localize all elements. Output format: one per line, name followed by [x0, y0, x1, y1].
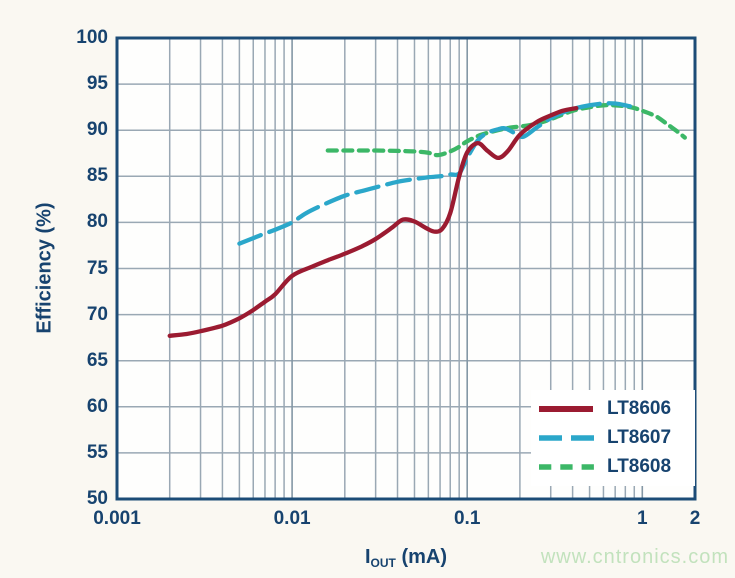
x-axis-title-unit: (mA) — [395, 546, 448, 568]
y-tick-label-70: 70 — [86, 303, 108, 325]
y-tick-label-90: 90 — [86, 119, 108, 141]
x-tick-label-0.001: 0.001 — [93, 508, 141, 529]
watermark: www.cntronics.com — [541, 546, 729, 569]
x-axis-title: IOUT (mA) — [365, 546, 447, 570]
legend-label-lt8607: LT8607 — [607, 427, 672, 448]
series-line-lt8608 — [325, 102, 687, 158]
y-tick-label-100: 100 — [76, 27, 108, 48]
x-tick-label-1: 1 — [636, 508, 648, 529]
legend-line-long-dash-icon — [539, 435, 594, 441]
series-line-lt8606 — [167, 105, 579, 338]
legend-row-lt8608: LT8608 — [531, 456, 695, 478]
x-tick-label-0.01: 0.01 — [273, 508, 311, 529]
y-tick-label-75: 75 — [86, 257, 108, 279]
legend-label-lt8606: LT8606 — [607, 398, 672, 419]
y-tick-label-50: 50 — [86, 488, 108, 509]
y-tick-label-55: 55 — [86, 441, 108, 463]
legend-line-short-dash-icon — [539, 464, 594, 470]
y-axis-title-text: Efficiency (%) — [33, 202, 56, 334]
y-tick-label-80: 80 — [86, 211, 108, 233]
x-axis-title-subscript: OUT — [370, 556, 396, 570]
y-tick-label-60: 60 — [86, 395, 108, 417]
x-tick-label-0.1: 0.1 — [453, 508, 481, 529]
legend: LT8606 LT8607 LT8608 — [531, 390, 695, 486]
legend-line-solid-icon — [539, 406, 593, 412]
x-axis-title-symbol: I — [364, 546, 371, 568]
legend-row-lt8607: LT8607 — [531, 427, 695, 449]
y-axis-title: Efficiency (%) — [34, 202, 57, 333]
y-tick-label-95: 95 — [86, 73, 108, 95]
axis-border — [115, 36, 697, 501]
y-tick-label-65: 65 — [86, 349, 108, 371]
watermark-text: www.cntronics.com — [540, 546, 729, 568]
legend-label-lt8608: LT8608 — [607, 456, 672, 477]
y-tick-label-85: 85 — [86, 165, 108, 187]
x-tick-label-2: 2 — [689, 508, 701, 529]
legend-row-lt8606: LT8606 — [531, 398, 695, 420]
